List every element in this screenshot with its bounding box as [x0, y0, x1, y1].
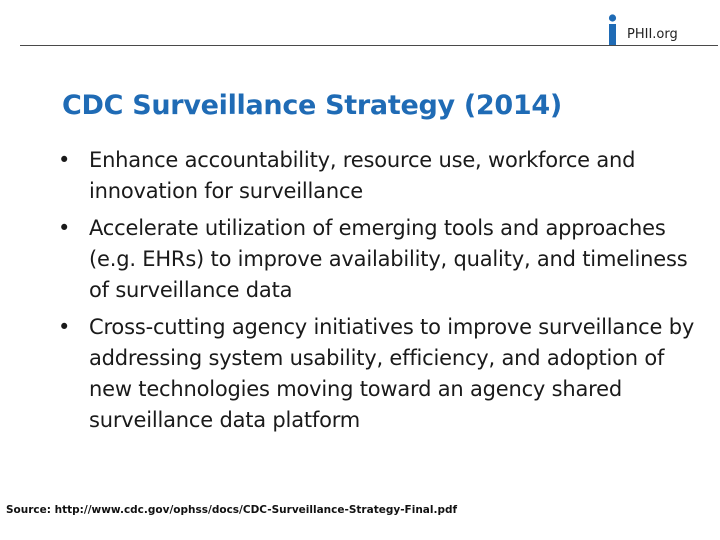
bullet-marker: •	[58, 148, 71, 172]
source-citation: Source: http://www.cdc.gov/ophss/docs/CD…	[6, 504, 458, 516]
bullet-text: Enhance accountability, resource use, wo…	[89, 148, 636, 203]
bullet-item: • Accelerate utilization of emerging too…	[58, 213, 698, 306]
header-divider	[20, 45, 718, 46]
bullet-list: • Enhance accountability, resource use, …	[58, 145, 698, 442]
bullet-item: • Cross-cutting agency initiatives to im…	[58, 312, 698, 436]
phii-logo-text: PHII.org	[627, 27, 678, 42]
bullet-marker: •	[58, 315, 71, 339]
bullet-item: • Enhance accountability, resource use, …	[58, 145, 698, 207]
phii-logo-icon	[608, 14, 617, 45]
bullet-text: Accelerate utilization of emerging tools…	[89, 216, 688, 302]
bullet-text: Cross-cutting agency initiatives to impr…	[89, 315, 695, 432]
bullet-marker: •	[58, 216, 71, 240]
slide-title: CDC Surveillance Strategy (2014)	[62, 90, 562, 121]
